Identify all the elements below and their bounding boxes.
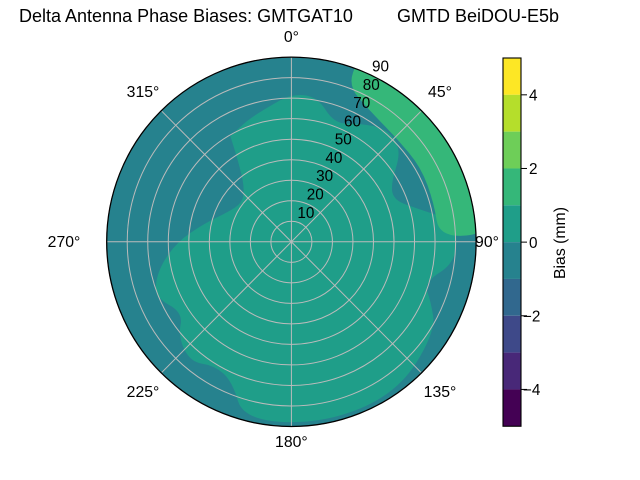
svg-text:4: 4	[529, 88, 538, 105]
svg-text:315°: 315°	[127, 84, 160, 101]
svg-text:180°: 180°	[275, 434, 308, 451]
svg-text:50: 50	[335, 132, 352, 149]
svg-text:90: 90	[372, 59, 389, 76]
svg-text:0°: 0°	[284, 29, 299, 46]
svg-text:2: 2	[529, 161, 538, 178]
svg-text:10: 10	[297, 205, 314, 222]
svg-text:−2: −2	[523, 309, 540, 326]
svg-text:270°: 270°	[48, 234, 81, 251]
svg-text:135°: 135°	[424, 384, 457, 401]
svg-text:Bias (mm): Bias (mm)	[552, 207, 569, 279]
svg-text:−4: −4	[523, 382, 541, 399]
svg-text:225°: 225°	[127, 384, 160, 401]
svg-text:90°: 90°	[475, 234, 499, 251]
svg-text:40: 40	[325, 150, 342, 167]
svg-text:30: 30	[316, 168, 333, 185]
svg-text:60: 60	[344, 113, 361, 130]
svg-text:0: 0	[529, 235, 538, 252]
svg-text:45°: 45°	[428, 84, 452, 101]
svg-text:20: 20	[307, 187, 324, 204]
svg-text:70: 70	[353, 95, 370, 112]
svg-text:80: 80	[363, 77, 380, 94]
